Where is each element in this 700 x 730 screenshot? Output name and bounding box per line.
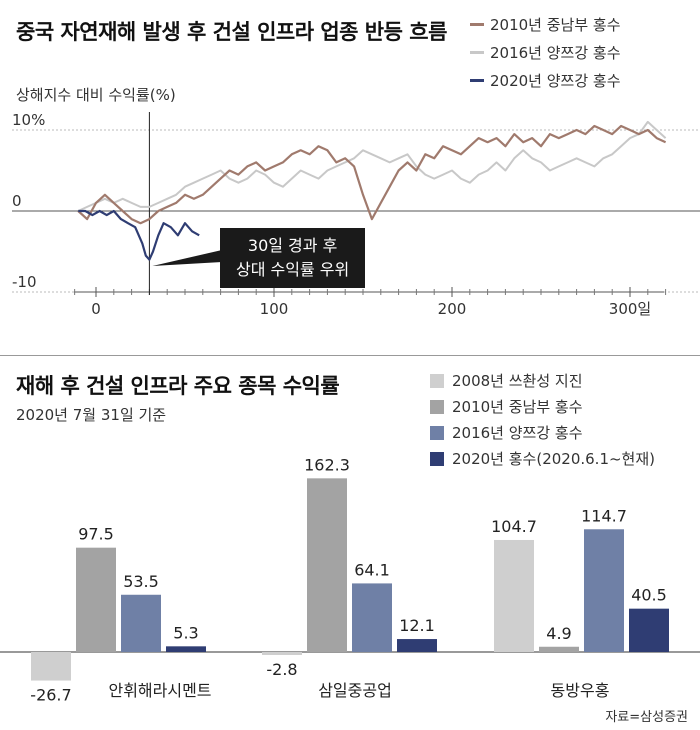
x-tick-label: 0 bbox=[91, 300, 101, 318]
bar-data-label: 40.5 bbox=[631, 586, 667, 605]
series-line-2016 bbox=[77, 120, 667, 212]
bar-legend-item-2008: 2008년 쓰촨성 지진 bbox=[430, 370, 583, 391]
x-tick-label: 300일 bbox=[609, 300, 651, 318]
bar-2008 bbox=[262, 652, 302, 655]
legend-swatch bbox=[430, 399, 444, 414]
annotation-callout: 30일 경과 후 상대 수익률 우위 bbox=[220, 228, 366, 288]
bar-2010 bbox=[539, 646, 579, 652]
line-chart-svg: 10% 0 -10 0 100 200 300일 bbox=[12, 111, 700, 318]
line-legend-item-2020: 2020년 양쯔강 홍수 bbox=[470, 70, 621, 91]
y-tick-label: -10 bbox=[12, 273, 37, 291]
category-label: 삼일중공업 bbox=[318, 681, 392, 700]
bar-legend-item-2016: 2016년 양쯔강 홍수 bbox=[430, 422, 583, 443]
series-line-2020 bbox=[78, 209, 200, 261]
section-divider bbox=[0, 355, 700, 356]
bar-data-label: 104.7 bbox=[491, 517, 537, 536]
x-tick-label: 100 bbox=[260, 300, 289, 318]
line-legend-item-2016: 2016년 양쯔강 홍수 bbox=[470, 42, 621, 63]
bar-data-label: -2.8 bbox=[266, 660, 297, 679]
bar-data-label: 97.5 bbox=[78, 525, 114, 544]
line-legend-item-2010: 2010년 중남부 홍수 bbox=[470, 14, 621, 35]
annotation-line-1: 30일 경과 후 bbox=[247, 236, 338, 255]
legend-swatch bbox=[470, 23, 484, 26]
legend-swatch bbox=[470, 51, 484, 54]
y-tick-label: 0 bbox=[12, 192, 22, 210]
bar-2016 bbox=[352, 583, 392, 652]
bar-data-label: 114.7 bbox=[581, 506, 627, 525]
bar-chart-title: 재해 후 건설 인프라 주요 종목 수익률 bbox=[16, 374, 340, 398]
legend-label: 2020년 양쯔강 홍수 bbox=[490, 72, 621, 90]
bar-data-label: 53.5 bbox=[123, 572, 159, 591]
bar-2016 bbox=[121, 594, 161, 652]
legend-label: 2010년 중남부 홍수 bbox=[452, 398, 583, 416]
legend-swatch bbox=[470, 79, 484, 82]
bar-2020 bbox=[397, 639, 437, 652]
bar-chart-subtitle: 2020년 7월 31일 기준 bbox=[16, 406, 167, 424]
line-chart-ylabel: 상해지수 대비 수익률(%) bbox=[16, 86, 176, 104]
legend-label: 2008년 쓰촨성 지진 bbox=[452, 372, 583, 390]
category-label: 안휘해라시멘트 bbox=[108, 681, 211, 700]
bar-data-label: 162.3 bbox=[304, 455, 350, 474]
annotation-pointer bbox=[152, 250, 222, 266]
bar-2016 bbox=[584, 529, 624, 652]
bar-2010 bbox=[76, 547, 116, 652]
bar-2010 bbox=[307, 478, 347, 652]
bar-data-label: -26.7 bbox=[30, 686, 71, 705]
line-chart-title: 중국 자연재해 발생 후 건설 인프라 업종 반등 흐름 bbox=[16, 20, 447, 44]
legend-swatch bbox=[430, 425, 444, 440]
bar-data-label: 12.1 bbox=[399, 616, 435, 635]
series-line-2010 bbox=[77, 124, 667, 225]
bar-data-label: 4.9 bbox=[546, 624, 571, 643]
y-tick-label: 10% bbox=[12, 111, 45, 129]
bar-2008 bbox=[31, 652, 71, 681]
category-label: 동방우홍 bbox=[551, 681, 610, 700]
bar-2020 bbox=[166, 646, 206, 652]
bar-legend-item-2010: 2010년 중남부 홍수 bbox=[430, 396, 583, 417]
legend-label: 2016년 양쯔강 홍수 bbox=[490, 44, 621, 62]
bar-data-label: 64.1 bbox=[354, 560, 390, 579]
bar-2020 bbox=[629, 608, 669, 652]
x-tick-label: 200 bbox=[438, 300, 467, 318]
legend-swatch bbox=[430, 451, 444, 466]
bar-2008 bbox=[494, 539, 534, 652]
source-note: 자료=삼성증권 bbox=[605, 710, 688, 725]
bar-legend-item-2020: 2020년 홍수(2020.6.1~현재) bbox=[430, 448, 655, 469]
annotation-line-2: 상대 수익률 우위 bbox=[236, 260, 350, 279]
legend-label: 2016년 양쯔강 홍수 bbox=[452, 424, 583, 442]
legend-label: 2010년 중남부 홍수 bbox=[490, 16, 621, 34]
legend-swatch bbox=[430, 373, 444, 388]
bar-data-label: 5.3 bbox=[173, 623, 198, 642]
legend-label: 2020년 홍수(2020.6.1~현재) bbox=[452, 450, 656, 468]
